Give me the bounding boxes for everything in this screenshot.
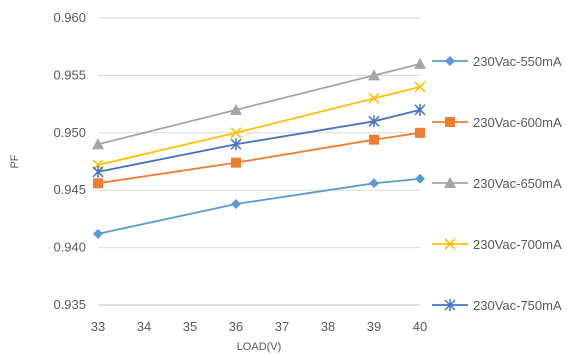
x-tick-label: 37 bbox=[275, 319, 289, 334]
series-1 bbox=[93, 127, 425, 189]
data-point bbox=[230, 103, 242, 115]
data-point bbox=[230, 138, 242, 151]
series-3 bbox=[92, 81, 426, 171]
x-tick-label: 36 bbox=[229, 319, 243, 334]
data-point bbox=[92, 165, 104, 178]
data-point bbox=[368, 115, 380, 128]
series-4 bbox=[92, 103, 426, 178]
data-point bbox=[231, 198, 241, 209]
data-point bbox=[231, 157, 241, 168]
legend-item-0: 230Vac-550mA bbox=[432, 54, 562, 69]
data-point bbox=[445, 117, 455, 127]
y-tick-label: 0.945 bbox=[53, 182, 86, 197]
x-tick-label: 38 bbox=[321, 319, 335, 334]
data-point bbox=[414, 57, 426, 69]
data-point bbox=[230, 127, 242, 139]
series-0 bbox=[93, 173, 425, 239]
y-axis-title: PF bbox=[9, 154, 21, 168]
series-line bbox=[97, 131, 421, 185]
data-point bbox=[444, 299, 456, 311]
legend-item-1: 230Vac-600mA bbox=[432, 115, 562, 130]
legend-label: 230Vac-750mA bbox=[473, 298, 562, 313]
marker-stroke bbox=[414, 81, 426, 93]
legend: 230Vac-550mA 230Vac-600mA 230Vac-650mA 230V… bbox=[432, 54, 562, 313]
data-point bbox=[368, 69, 380, 81]
data-point bbox=[93, 178, 103, 189]
series-line bbox=[97, 63, 421, 146]
series-line bbox=[97, 108, 421, 173]
x-tick-label: 33 bbox=[91, 319, 105, 334]
y-tick-label: 0.960 bbox=[53, 10, 86, 25]
legend-label: 230Vac-700mA bbox=[473, 237, 562, 252]
series-line bbox=[97, 177, 421, 235]
legend-item-2: 230Vac-650mA bbox=[432, 176, 562, 191]
marker-stroke bbox=[368, 92, 380, 104]
y-tick-label: 0.950 bbox=[53, 125, 86, 140]
data-point bbox=[369, 178, 379, 189]
legend-item-3: 230Vac-700mA bbox=[432, 237, 562, 252]
data-point bbox=[415, 173, 425, 184]
x-tick-label: 34 bbox=[137, 319, 151, 334]
data-point bbox=[369, 134, 379, 145]
x-tick-label: 39 bbox=[367, 319, 381, 334]
data-point bbox=[93, 228, 103, 239]
axes: 0.935 0.940 0.945 0.950 0.955 0.960 33 34 35 36 37… bbox=[53, 10, 427, 334]
data-point bbox=[444, 238, 456, 250]
legend-label: 230Vac-650mA bbox=[473, 176, 562, 191]
data-point bbox=[414, 103, 426, 116]
data-point bbox=[92, 138, 104, 150]
data-point bbox=[414, 81, 426, 93]
legend-label: 230Vac-600mA bbox=[473, 115, 562, 130]
y-tick-label: 0.935 bbox=[53, 297, 86, 312]
y-tick-label: 0.955 bbox=[53, 67, 86, 82]
y-tick-label: 0.940 bbox=[53, 240, 86, 255]
series-lines bbox=[92, 57, 426, 239]
series-2 bbox=[92, 57, 426, 150]
data-point bbox=[444, 177, 456, 188]
data-point bbox=[445, 56, 455, 66]
data-point bbox=[415, 127, 425, 138]
x-tick-label: 35 bbox=[183, 319, 197, 334]
data-point bbox=[368, 92, 380, 104]
marker-stroke bbox=[230, 127, 242, 139]
x-tick-label: 40 bbox=[413, 319, 427, 334]
legend-item-4: 230Vac-750mA bbox=[432, 298, 562, 313]
series-line bbox=[97, 86, 421, 166]
marker-stroke bbox=[444, 238, 456, 250]
x-axis-title: LOAD(V) bbox=[237, 341, 282, 353]
legend-label: 230Vac-550mA bbox=[473, 54, 562, 69]
